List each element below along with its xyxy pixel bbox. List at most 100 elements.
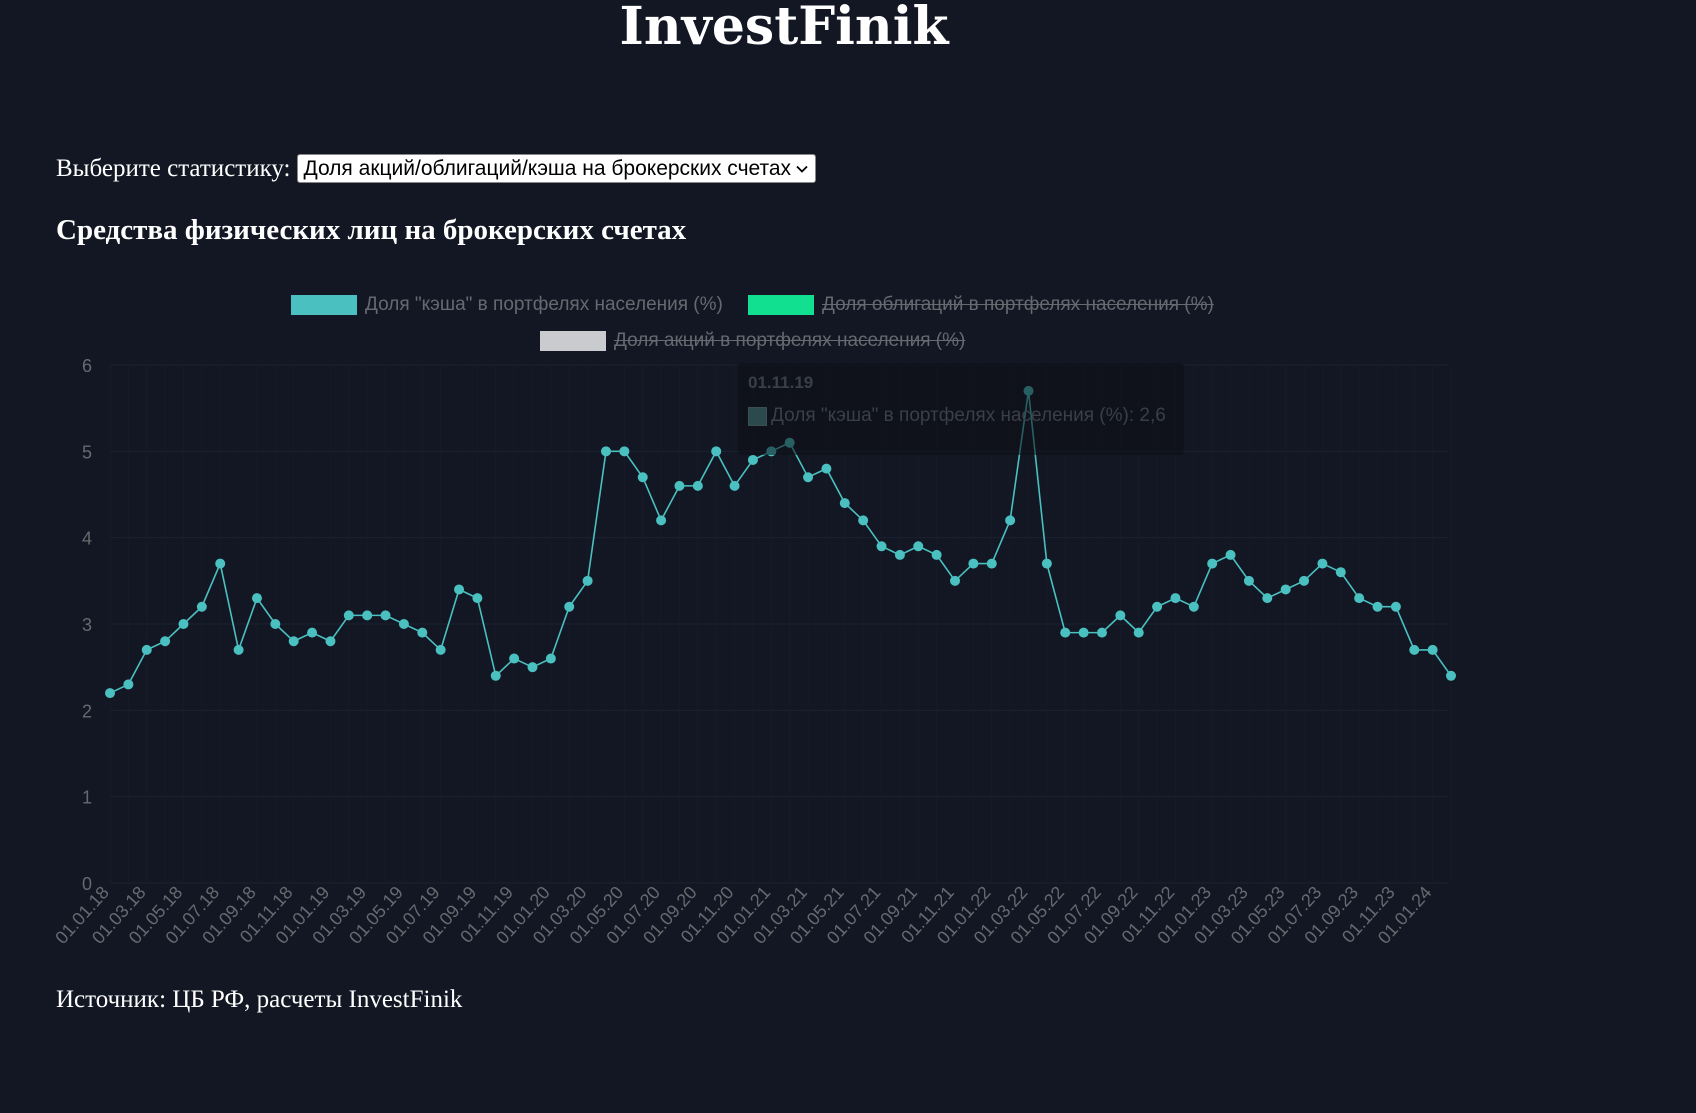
data-point xyxy=(251,593,262,604)
data-point xyxy=(454,584,465,595)
y-tick-label: 5 xyxy=(82,442,92,462)
legend-swatch-stocks xyxy=(540,331,606,351)
data-point xyxy=(380,610,391,621)
data-point xyxy=(1060,627,1071,638)
data-point xyxy=(1354,593,1365,604)
data-point xyxy=(986,558,997,569)
chevron-down-icon xyxy=(796,165,808,173)
data-point xyxy=(1299,575,1310,586)
data-point xyxy=(1427,644,1438,655)
legend-item-stocks[interactable]: Доля акций в портфелях населения (%) xyxy=(540,330,965,352)
data-point xyxy=(545,653,556,664)
data-point xyxy=(711,446,722,457)
data-point xyxy=(1170,593,1181,604)
y-tick-label: 3 xyxy=(82,615,92,635)
data-point xyxy=(196,601,207,612)
data-point xyxy=(1317,558,1328,569)
data-point xyxy=(839,498,850,509)
y-tick-label: 4 xyxy=(82,529,92,549)
data-point xyxy=(894,549,905,560)
data-point xyxy=(1280,584,1291,595)
data-point xyxy=(1446,670,1456,681)
data-point xyxy=(1188,601,1199,612)
data-point xyxy=(233,644,244,655)
data-point xyxy=(821,463,832,474)
statistic-select-value: Доля акций/облигаций/кэша на брокерских … xyxy=(303,156,792,180)
data-point xyxy=(931,549,942,560)
data-point xyxy=(1041,558,1052,569)
site-title: InvestFinik xyxy=(619,0,949,57)
data-point xyxy=(307,627,318,638)
data-point xyxy=(1005,515,1016,526)
legend-label-stocks: Доля акций в портфелях населения (%) xyxy=(614,330,966,351)
data-point xyxy=(343,610,354,621)
data-point xyxy=(1262,593,1273,604)
data-point xyxy=(1225,549,1236,560)
data-point xyxy=(858,515,869,526)
data-point xyxy=(876,541,887,552)
chart-tooltip: 01.11.19 Доля "кэша" в портфелях населен… xyxy=(738,363,1184,455)
data-point xyxy=(692,480,703,491)
data-point xyxy=(729,480,740,491)
data-point xyxy=(509,653,520,664)
data-point xyxy=(362,610,373,621)
source-caption: Источник: ЦБ РФ, расчеты InvestFinik xyxy=(56,986,463,1013)
tooltip-title: 01.11.19 xyxy=(748,373,814,392)
data-point xyxy=(1335,567,1346,578)
data-point xyxy=(435,644,446,655)
tooltip-swatch xyxy=(748,406,767,426)
data-point xyxy=(600,446,611,457)
data-point xyxy=(160,636,171,647)
data-point xyxy=(490,670,501,681)
data-point xyxy=(619,446,630,457)
data-point xyxy=(270,619,281,629)
data-point xyxy=(1243,575,1254,586)
data-point xyxy=(968,558,979,569)
data-point xyxy=(527,662,538,673)
legend-item-cash[interactable]: Доля "кэша" в портфелях населения (%) xyxy=(291,294,723,316)
legend-label-bonds: Доля облигаций в портфелях населения (%) xyxy=(822,294,1214,315)
data-point xyxy=(472,593,483,604)
tooltip-text: Доля "кэша" в портфелях населения (%): 2… xyxy=(771,405,1166,426)
line-chart: 012345601.01.1801.03.1801.05.1801.07.180… xyxy=(51,356,1456,948)
legend-swatch-bonds xyxy=(748,295,814,315)
y-tick-label: 6 xyxy=(82,356,92,376)
data-point xyxy=(803,472,814,483)
data-point xyxy=(1133,627,1144,638)
chart-title: Средства физических лиц на брокерских сч… xyxy=(56,214,687,246)
data-point xyxy=(564,601,575,612)
statistic-select[interactable]: Доля акций/облигаций/кэша на брокерских … xyxy=(296,154,817,183)
statistic-selector-row: Выберите статистику: Доля акций/облигаци… xyxy=(56,154,817,183)
legend-item-bonds[interactable]: Доля облигаций в портфелях населения (%) xyxy=(748,294,1214,316)
tooltip-body: Доля "кэша" в портфелях населения (%): 2… xyxy=(748,405,1166,427)
data-point xyxy=(747,454,758,465)
data-point xyxy=(105,688,115,699)
data-point xyxy=(1078,627,1089,638)
y-tick-label: 2 xyxy=(82,701,92,721)
data-point xyxy=(1409,644,1420,655)
data-point xyxy=(1390,601,1401,612)
data-point xyxy=(398,619,409,629)
data-point xyxy=(913,541,924,552)
data-point xyxy=(1115,610,1126,621)
data-point xyxy=(288,636,299,647)
legend-label-cash: Доля "кэша" в портфелях населения (%) xyxy=(365,294,723,315)
y-tick-label: 0 xyxy=(82,874,92,894)
data-point xyxy=(950,575,961,586)
data-point xyxy=(1096,627,1107,638)
data-point xyxy=(1207,558,1218,569)
y-tick-label: 1 xyxy=(82,788,92,808)
data-point xyxy=(215,558,226,569)
data-point xyxy=(123,679,134,690)
data-point xyxy=(674,480,685,491)
data-point xyxy=(582,575,593,586)
legend-swatch-cash xyxy=(291,295,357,315)
data-point xyxy=(325,636,336,647)
selector-label: Выберите статистику: xyxy=(56,154,291,182)
data-point xyxy=(178,619,189,629)
data-point xyxy=(417,627,428,638)
data-point xyxy=(1152,601,1163,612)
data-point xyxy=(656,515,667,526)
data-point xyxy=(141,644,152,655)
data-point xyxy=(1372,601,1383,612)
